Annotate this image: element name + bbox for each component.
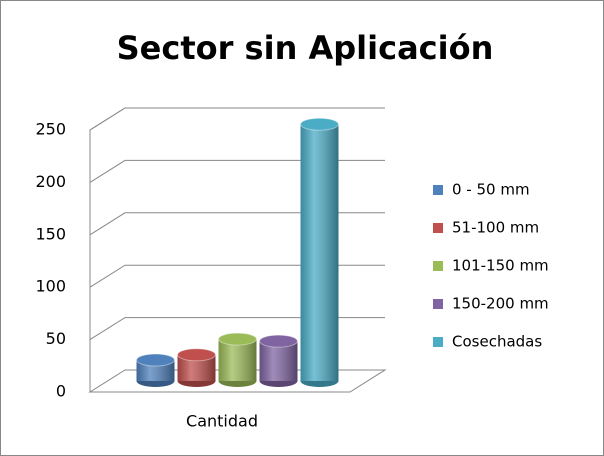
x-tick-label: Cantidad (186, 412, 258, 431)
legend-swatch (433, 337, 443, 347)
y-tick-label: 50 (46, 329, 66, 348)
legend-label: 150-200 mm (452, 295, 549, 313)
bar-top (300, 117, 339, 131)
legend-swatch (433, 185, 443, 195)
y-tick-label: 150 (35, 224, 66, 243)
legend-swatch (433, 223, 443, 233)
legend-label: 51-100 mm (452, 219, 539, 237)
legend-label: Cosechadas (452, 333, 542, 351)
y-tick-label: 200 (35, 172, 66, 191)
y-tick-label: 0 (56, 382, 66, 401)
grid-line (89, 264, 385, 288)
bar-top (177, 348, 216, 362)
bar-top (218, 332, 257, 346)
grid-line (89, 212, 385, 236)
bar-shade (300, 124, 339, 382)
bar-top (136, 353, 175, 367)
legend-label: 101-150 mm (452, 257, 549, 275)
bar-shade (218, 339, 257, 381)
y-tick-label: 250 (35, 120, 66, 139)
legend-swatch (433, 261, 443, 271)
bar-top (259, 334, 298, 348)
bar-shade (259, 341, 298, 381)
chart-title: Sector sin Aplicación (117, 29, 494, 67)
grid-line (89, 159, 385, 183)
grid-line (89, 317, 385, 341)
y-tick-label: 100 (35, 277, 66, 296)
bar-shade (136, 360, 175, 381)
legend-swatch (433, 299, 443, 309)
grid-line (89, 107, 385, 131)
legend-label: 0 - 50 mm (452, 181, 530, 199)
